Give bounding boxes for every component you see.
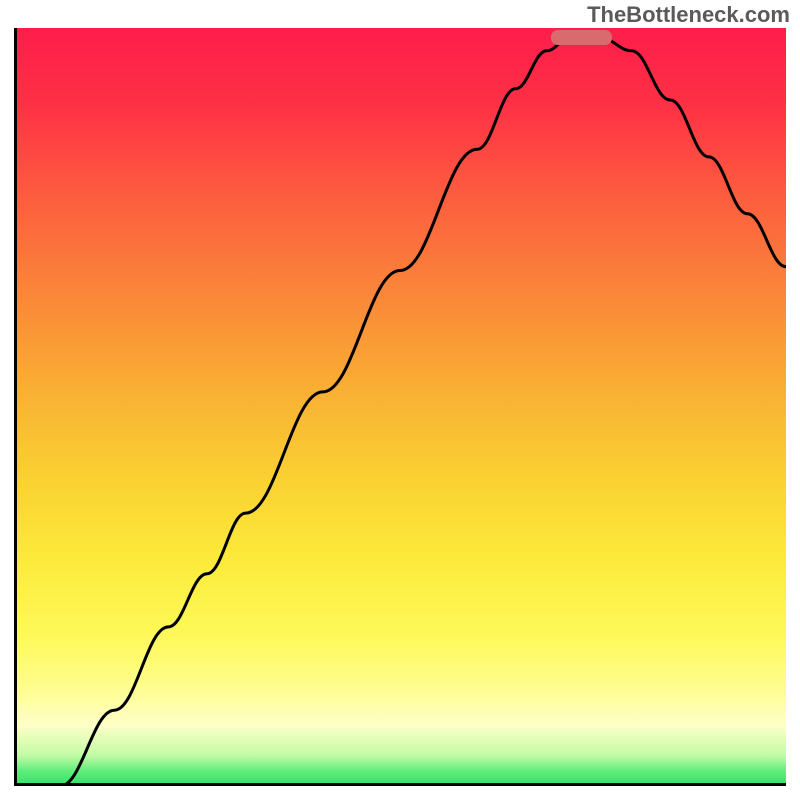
highlight-marker (551, 30, 613, 45)
y-axis (14, 28, 17, 786)
plot-area (14, 28, 786, 786)
curve-line (14, 28, 786, 786)
chart-container: TheBottleneck.com (0, 0, 800, 800)
watermark-text: TheBottleneck.com (587, 2, 790, 28)
x-axis (14, 783, 786, 786)
